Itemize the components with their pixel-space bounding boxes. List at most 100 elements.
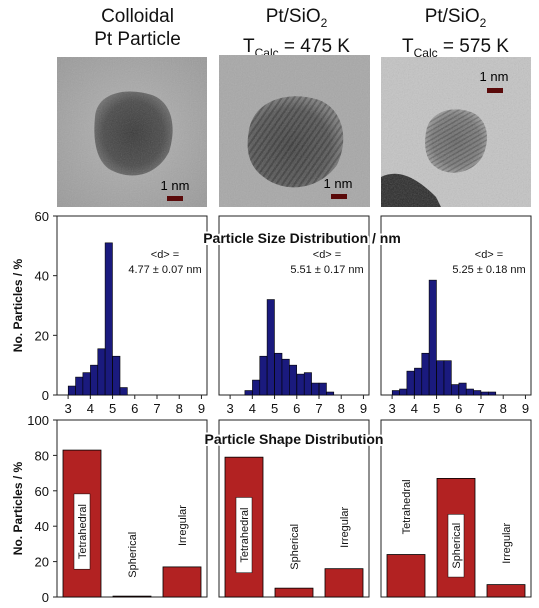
- x-tick-label: 6: [293, 401, 300, 416]
- size-bar: [443, 360, 452, 396]
- title-text: Pt/SiO: [424, 6, 480, 27]
- scale-bar-label: 1 nm: [161, 178, 190, 193]
- size-bar: [451, 384, 459, 396]
- column-title-575k: Pt/SiO2 TCalc = 575 K: [373, 5, 538, 65]
- category-label: Irregular: [339, 507, 351, 548]
- category-label: Irregular: [177, 505, 189, 546]
- category-label: Tetrahedral: [77, 504, 89, 559]
- x-tick-label: 4: [249, 401, 256, 416]
- size-chart-title: Particle Size Distribution / nm: [203, 230, 401, 246]
- title-line-1: Pt/SiO2: [373, 5, 538, 35]
- size-bar: [414, 367, 423, 396]
- x-tick-label: 8: [176, 401, 183, 416]
- size-bar: [318, 382, 327, 396]
- shape-chart-title: Particle Shape Distribution: [205, 431, 384, 447]
- size-bar: [465, 388, 474, 396]
- scale-bar-label: 1 nm: [480, 69, 509, 84]
- size-bar: [252, 379, 261, 396]
- shape-bar: [112, 595, 152, 598]
- scale-bar-label: 1 nm: [324, 176, 353, 191]
- y-tick-label: 40: [35, 269, 49, 284]
- y-tick-label: 0: [42, 388, 49, 403]
- size-bar: [480, 391, 489, 396]
- tem-image-colloidal: 1 nm: [57, 57, 207, 207]
- y-tick-label: 20: [35, 555, 49, 570]
- tem-image-475k: 1 nm: [219, 55, 370, 207]
- y-tick-label: 20: [35, 328, 49, 343]
- y-tick-label: 60: [35, 484, 49, 499]
- scale-bar: [487, 88, 503, 93]
- size-bar: [488, 391, 497, 396]
- size-bar: [75, 376, 84, 396]
- size-bar: [421, 352, 430, 396]
- scale-bar: [167, 196, 183, 201]
- title-line-2: TCalc = 575 K: [373, 35, 538, 65]
- title-text: = 475 K: [278, 35, 350, 57]
- size-bar: [296, 373, 305, 396]
- size-bar: [281, 358, 290, 396]
- category-label: Spherical: [451, 523, 463, 569]
- size-bar: [67, 385, 76, 396]
- size-bar: [399, 388, 408, 396]
- title-line-1: Pt/SiO2: [214, 5, 379, 35]
- mean-diameter-label: <d> =: [151, 249, 179, 261]
- title-text: = 575 K: [437, 35, 509, 57]
- title-subscript: Calc: [413, 45, 438, 60]
- tem-image-575k: 1 nm: [381, 57, 531, 207]
- x-tick-label: 4: [411, 401, 418, 416]
- size-bar: [428, 279, 437, 396]
- shape-bar: [386, 554, 426, 598]
- title-text: T: [402, 35, 414, 57]
- mean-diameter-value: 5.51 ± 0.17 nm: [290, 264, 363, 276]
- shape-bar: [324, 568, 364, 598]
- size-bar: [82, 372, 91, 396]
- column-title-475k: Pt/SiO2 TCalc = 475 K: [214, 5, 379, 65]
- size-bar: [259, 355, 268, 396]
- size-bar: [274, 352, 283, 396]
- mean-diameter-value: 5.25 ± 0.18 nm: [452, 264, 525, 276]
- x-tick-label: 7: [153, 401, 160, 416]
- size-bar: [391, 390, 400, 396]
- x-tick-label: 9: [360, 401, 367, 416]
- x-tick-label: 3: [226, 401, 233, 416]
- y-axis-label: No. Particles / %: [11, 461, 25, 555]
- size-panel-frame: [380, 215, 532, 396]
- title-subscript: 2: [479, 15, 487, 30]
- size-bar: [112, 355, 121, 396]
- y-axis-label: No. Particles / %: [11, 258, 25, 352]
- y-tick-label: 100: [27, 413, 49, 428]
- category-label: Spherical: [289, 524, 301, 570]
- title-subscript: 2: [320, 15, 328, 30]
- size-bar: [473, 390, 482, 396]
- column-title-colloidal: Colloidal Pt Particle: [55, 5, 220, 51]
- x-tick-label: 4: [87, 401, 94, 416]
- title-text: Pt/SiO: [265, 6, 321, 27]
- size-bar: [458, 382, 467, 396]
- size-bar: [244, 390, 253, 396]
- x-tick-label: 8: [500, 401, 507, 416]
- x-tick-label: 8: [338, 401, 345, 416]
- category-label: Irregular: [501, 522, 513, 563]
- size-bar: [436, 360, 445, 396]
- title-line-1: Colloidal: [101, 6, 174, 27]
- x-tick-label: 7: [477, 401, 484, 416]
- x-tick-label: 5: [271, 401, 278, 416]
- category-label: Tetrahedral: [401, 479, 413, 534]
- tem-grain: [219, 55, 370, 207]
- x-tick-label: 6: [131, 401, 138, 416]
- x-tick-label: 5: [109, 401, 116, 416]
- scale-bar: [331, 194, 347, 199]
- tem-grain: [381, 57, 531, 207]
- size-bar: [303, 372, 312, 396]
- x-tick-label: 6: [455, 401, 462, 416]
- title-line-2: Pt Particle: [94, 29, 181, 50]
- title-text: T: [243, 35, 255, 57]
- size-bar: [90, 364, 99, 396]
- x-tick-label: 9: [198, 401, 205, 416]
- y-tick-label: 0: [42, 590, 49, 605]
- size-bar: [289, 364, 297, 396]
- shape-bar: [162, 566, 202, 598]
- size-bar: [119, 387, 128, 396]
- mean-diameter-value: 4.77 ± 0.07 nm: [128, 264, 201, 276]
